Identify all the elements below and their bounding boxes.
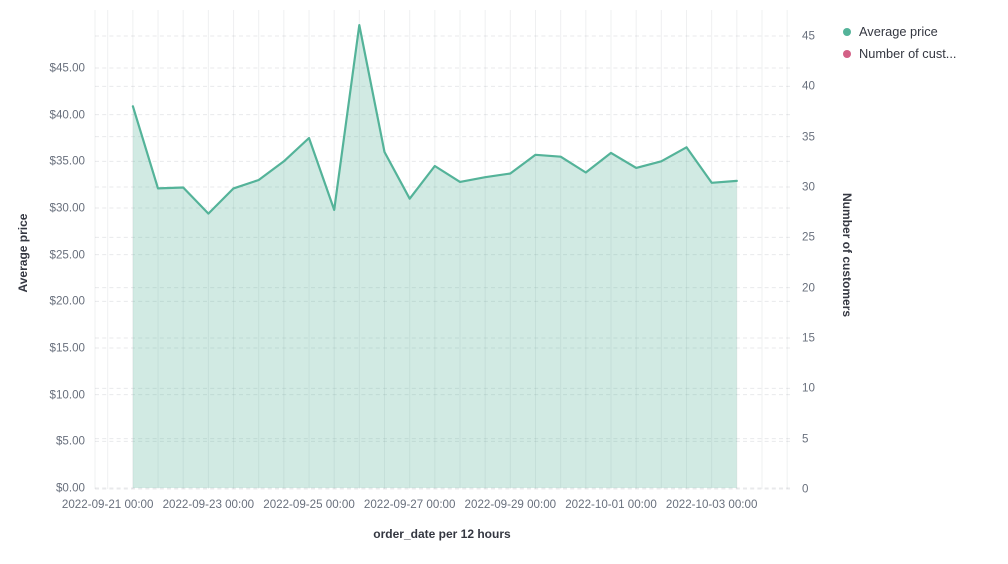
y-axis-right-tick-label: 45 bbox=[802, 29, 815, 43]
y-axis-right-title: Number of customers bbox=[840, 192, 854, 318]
y-axis-right-tick-label: 5 bbox=[802, 432, 809, 446]
y-axis-left-tick-label: $15.00 bbox=[49, 341, 85, 355]
y-axis-right-tick-label: 10 bbox=[802, 381, 815, 395]
x-axis-tick-label: 2022-10-01 00:00 bbox=[565, 498, 657, 511]
y-axis-right-tick-label: 25 bbox=[802, 230, 815, 244]
x-axis-tick-label: 2022-09-23 00:00 bbox=[162, 498, 255, 511]
legend-item-average-price[interactable]: Average price bbox=[843, 24, 956, 39]
y-axis-left-tick-label: $45.00 bbox=[49, 61, 85, 75]
y-axis-left-title: Average price bbox=[16, 213, 30, 293]
x-axis-tick-label: 2022-09-21 00:00 bbox=[61, 498, 154, 511]
y-axis-left-tick-label: $5.00 bbox=[55, 434, 85, 448]
y-axis-right-tick-label: 15 bbox=[802, 331, 815, 345]
legend-dot-icon bbox=[843, 49, 851, 58]
x-axis-tick-label: 2022-10-03 00:00 bbox=[665, 498, 758, 511]
y-axis-right-tick-label: 40 bbox=[802, 79, 815, 93]
legend-item-label: Average price bbox=[859, 24, 938, 39]
y-axis-left-tick-label: $35.00 bbox=[49, 154, 85, 168]
y-axis-right-tick-label: 20 bbox=[802, 281, 815, 295]
y-axis-left-tick-label: $40.00 bbox=[49, 108, 85, 122]
y-axis-right-tick-label: 30 bbox=[802, 180, 815, 194]
y-axis-right-tick-label: 0 bbox=[802, 482, 809, 496]
x-axis-tick-label: 2022-09-25 00:00 bbox=[263, 498, 355, 511]
y-axis-right-tick-label: 35 bbox=[802, 130, 815, 144]
x-axis-title: order_date per 12 hours bbox=[373, 527, 511, 541]
average-price-line[interactable] bbox=[131, 24, 738, 215]
y-axis-left-tick-label: $10.00 bbox=[49, 388, 85, 402]
y-axis-left-tick-label: $30.00 bbox=[49, 201, 85, 215]
y-axis-left-tick-label: $0.00 bbox=[55, 481, 85, 495]
legend-dot-icon bbox=[843, 27, 851, 36]
y-axis-left-tick-label: $25.00 bbox=[49, 248, 85, 262]
x-axis-tick-label: 2022-09-27 00:00 bbox=[363, 498, 456, 511]
legend-item-number-of-customers[interactable]: Number of cust... bbox=[843, 46, 956, 61]
legend: Average price Number of cust... bbox=[843, 24, 956, 61]
average-price-area[interactable] bbox=[132, 25, 737, 488]
x-axis-tick-label: 2022-09-29 00:00 bbox=[464, 498, 557, 511]
y-axis-left-tick-label: $20.00 bbox=[49, 294, 85, 308]
legend-item-label: Number of cust... bbox=[859, 46, 957, 61]
